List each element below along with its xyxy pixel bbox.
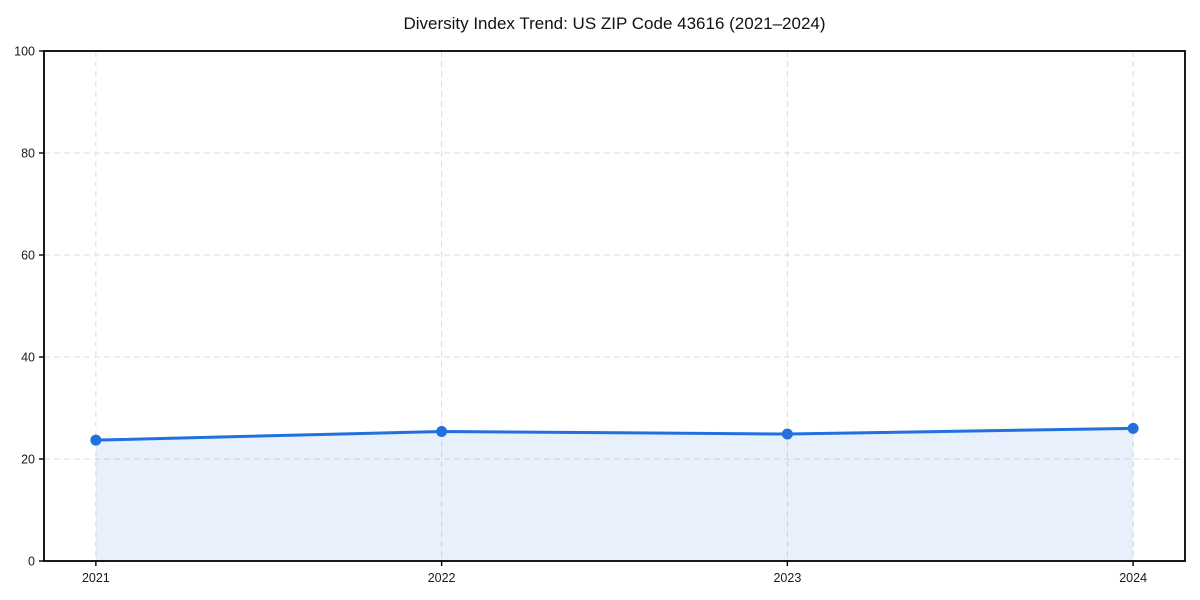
data-point-marker xyxy=(781,428,793,440)
y-tick-label: 60 xyxy=(21,249,35,263)
y-tick-label: 40 xyxy=(21,351,35,365)
y-tick-label: 20 xyxy=(21,453,35,467)
x-tick-label: 2021 xyxy=(82,571,110,585)
axes-spines xyxy=(43,50,1186,562)
area-fill xyxy=(95,428,1134,561)
x-tick-label: 2023 xyxy=(773,571,801,585)
y-tick-label: 80 xyxy=(21,147,35,161)
trend-line xyxy=(94,426,1135,442)
y-tick-label: 0 xyxy=(28,555,35,569)
data-point-marker xyxy=(436,425,448,437)
x-tick-label: 2024 xyxy=(1119,571,1147,585)
y-tick-label: 100 xyxy=(14,45,35,59)
x-tick-label: 2022 xyxy=(428,571,456,585)
data-point-marker xyxy=(90,434,102,446)
chart-title: Diversity Index Trend: US ZIP Code 43616… xyxy=(403,14,826,33)
data-point-marker xyxy=(1127,422,1139,434)
